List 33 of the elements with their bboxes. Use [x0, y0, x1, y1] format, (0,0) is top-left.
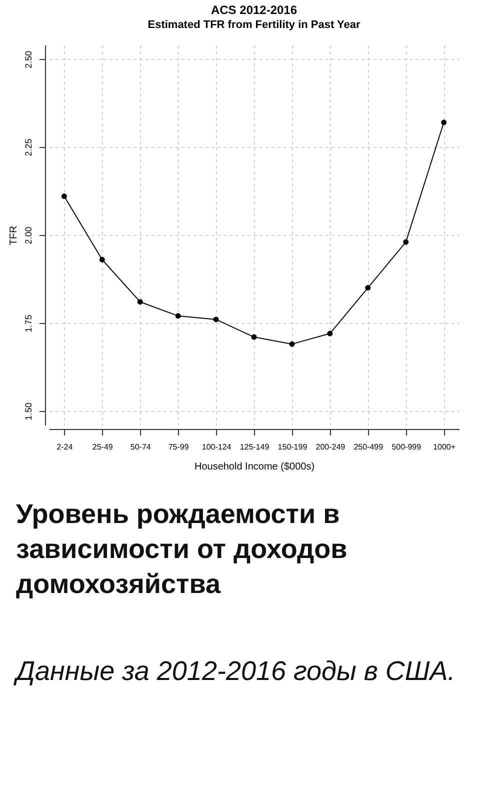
y-tick-label: 1.75	[24, 314, 34, 332]
y-tick-label: 1.50	[24, 402, 34, 420]
point	[137, 299, 143, 305]
text: Данные за 2012-2016 годы в США.	[16, 655, 456, 688]
text: Уровень рождаемости в зависимости от доходов домохозяйства	[16, 498, 348, 602]
x-tick-label: 500-999	[392, 442, 422, 452]
x-tick-label: 1000+	[433, 442, 456, 452]
x-tick-label: 50-74	[130, 442, 152, 452]
x-tick-label: 125-149	[240, 442, 270, 452]
point	[327, 330, 333, 336]
x-tick-label: 25-49	[92, 442, 114, 452]
x-axis-title: Household Income ($000s)	[194, 462, 315, 472]
point	[213, 316, 219, 322]
point	[289, 341, 295, 347]
point	[175, 313, 181, 319]
point	[61, 194, 67, 200]
y-axis-title: TFR	[8, 226, 20, 246]
y-tick-label: 2.25	[24, 138, 34, 156]
y-tick-label: 2.00	[24, 226, 34, 244]
x-tick-label: 100-124	[202, 442, 232, 452]
x-tick-label: 250-499	[354, 442, 384, 452]
point	[441, 120, 447, 126]
x-tick-label: 200-249	[316, 442, 346, 452]
point	[99, 256, 105, 262]
x-tick-label: 75-99	[168, 442, 190, 452]
chart-title: ACS 2012-2016	[210, 3, 298, 17]
chart-subtitle: Estimated TFR from Fertility in Past Year	[148, 19, 361, 31]
point	[403, 239, 409, 245]
x-tick-label: 2-24	[56, 442, 74, 452]
y-tick-label: 2.50	[24, 50, 34, 68]
point	[365, 285, 371, 291]
x-tick-label: 150-199	[278, 442, 308, 452]
point	[251, 334, 257, 340]
